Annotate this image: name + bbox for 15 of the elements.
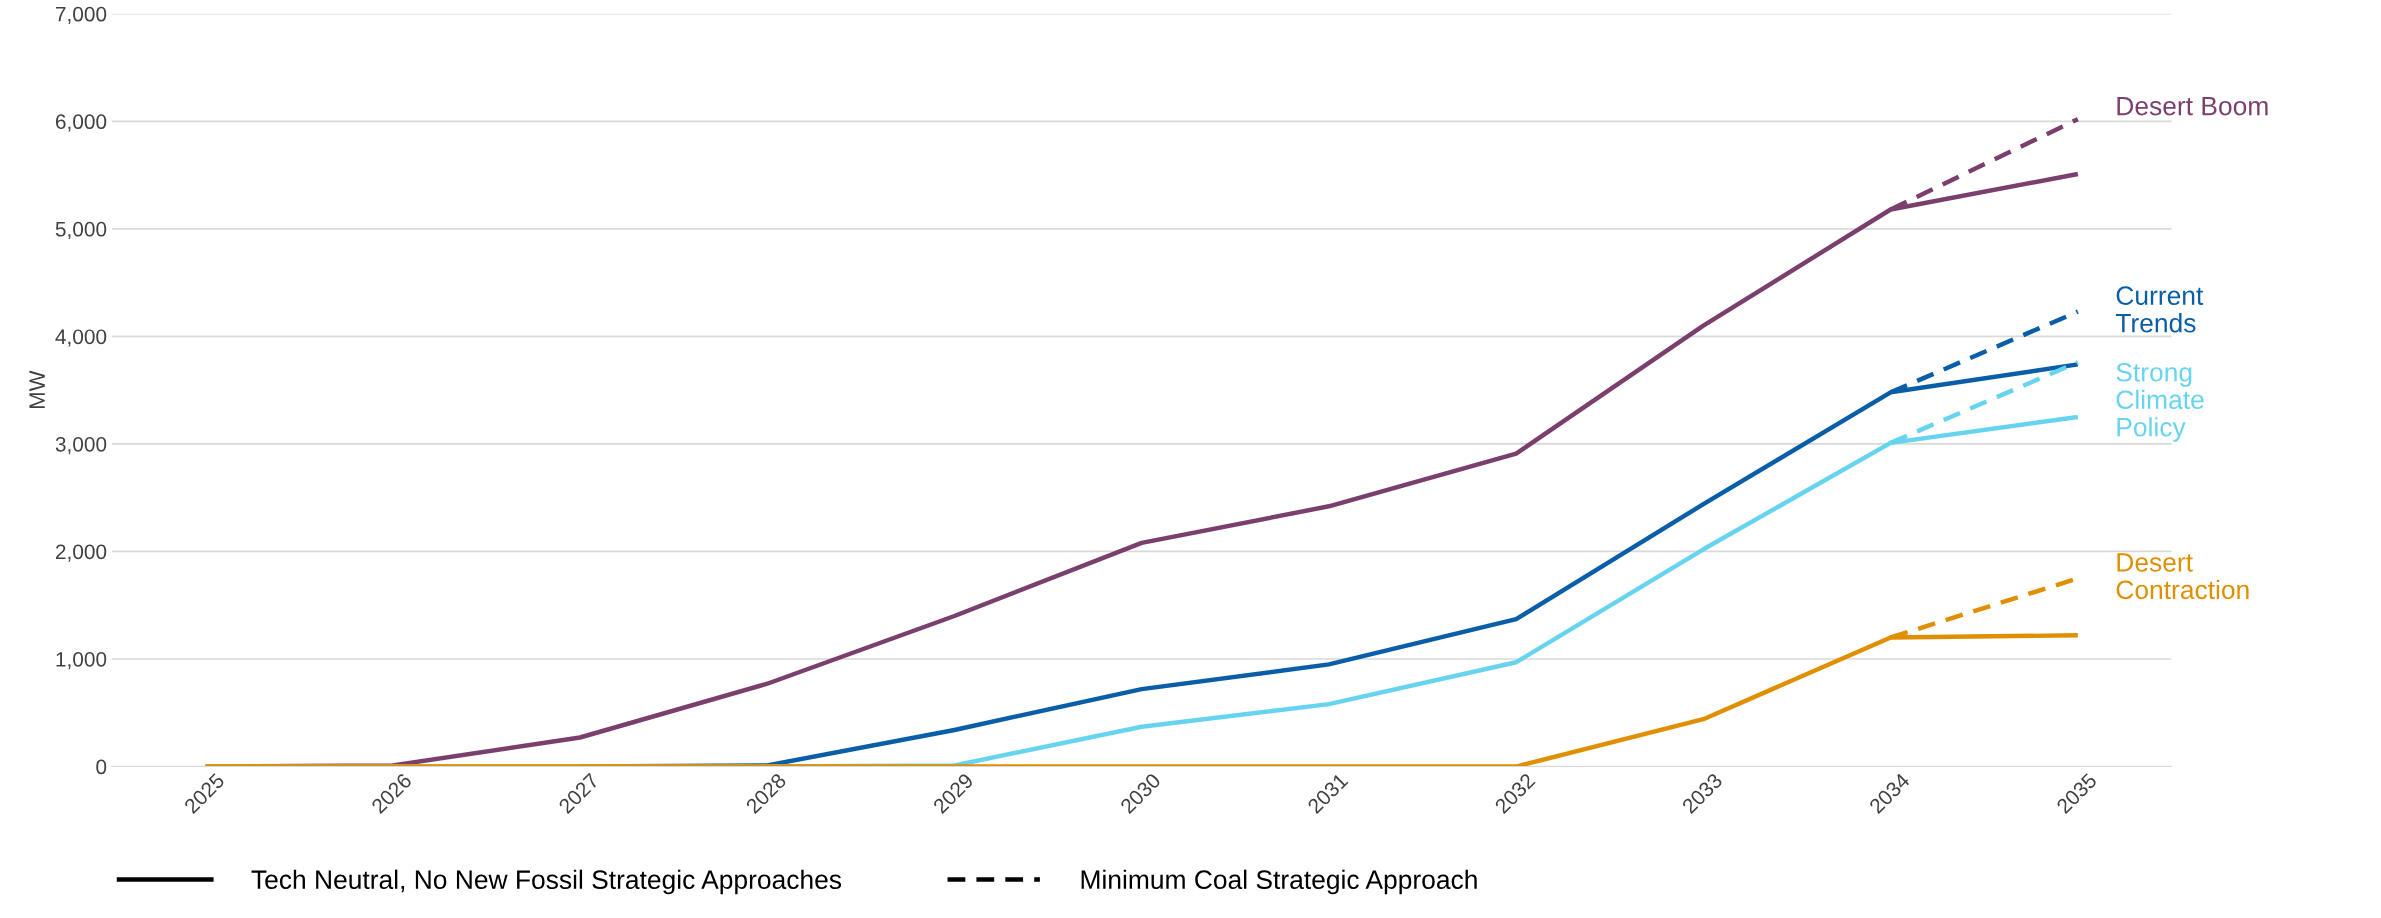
text: Desert Boom — [2117, 96, 2268, 116]
series-label: Current Trends — [2115, 286, 2204, 333]
y-tick-label: 5,000 — [55, 221, 107, 240]
y-tick-label: 6,000 — [55, 114, 107, 132]
y-tick-label: 2,000 — [55, 544, 107, 562]
text: Desert Contraction — [2116, 553, 2249, 600]
y-tick-label: 1,000 — [56, 651, 107, 670]
y-tick-label: 3,000 — [55, 436, 107, 455]
legend-label: Minimum Coal Strategic Approach — [1081, 869, 1477, 895]
y-axis-title: MW — [29, 370, 45, 409]
series-label: Strong Climate Policy — [2116, 362, 2204, 442]
y-tick-label: 4,000 — [55, 329, 107, 347]
legend-label: Tech Neutral, No New Fossil Strategic Approaches — [251, 869, 842, 895]
y-tick-label: 0 — [96, 759, 107, 775]
y-tick-label: 7,000 — [55, 6, 107, 24]
